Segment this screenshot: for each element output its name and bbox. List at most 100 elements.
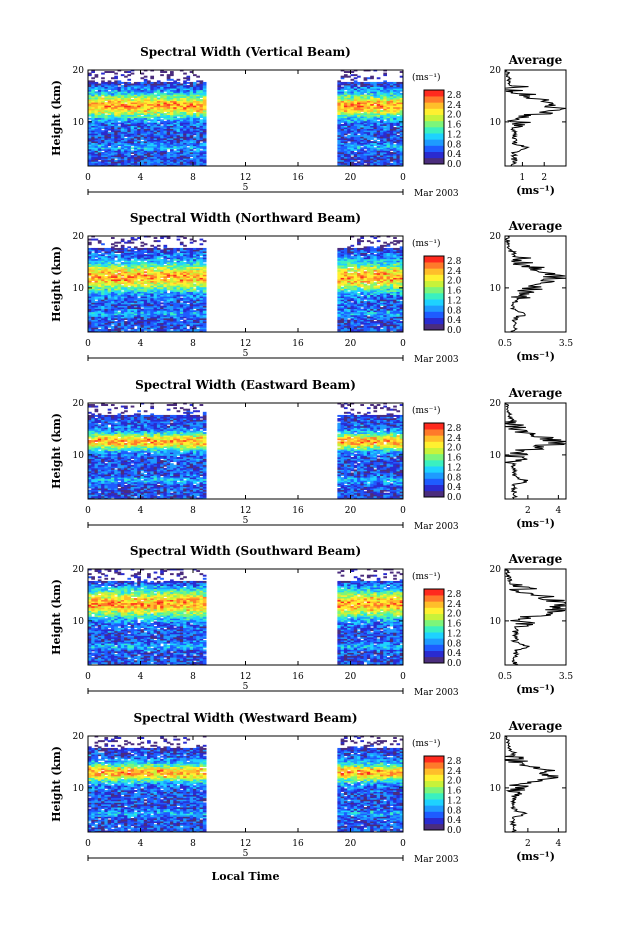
heatmap-cell — [199, 122, 204, 125]
heatmap-cell — [137, 120, 141, 123]
heatmap-cell — [127, 113, 132, 116]
heatmap-cell — [88, 305, 92, 308]
heatmap-cell — [186, 155, 191, 158]
heatmap-cell — [114, 75, 118, 78]
heatmap-cell — [94, 134, 99, 137]
heatmap-cell — [133, 265, 138, 268]
heatmap-cell — [183, 305, 187, 308]
heatmap-cell — [91, 247, 95, 250]
heatmap-cell — [94, 141, 99, 144]
heatmap-cell — [189, 280, 194, 283]
heatmap-cell — [147, 111, 151, 114]
heatmap-cell — [97, 308, 102, 311]
heatmap-cell — [133, 158, 138, 161]
heatmap-cell — [347, 106, 351, 109]
heatmap-cell — [186, 141, 191, 144]
heatmap-cell — [186, 109, 191, 112]
heatmap-cell — [183, 142, 187, 145]
heatmap-cell — [350, 162, 355, 165]
heatmap-cell — [199, 325, 204, 328]
heatmap-cell — [101, 299, 105, 302]
heatmap-cell — [193, 310, 197, 313]
heatmap-cell — [110, 89, 115, 92]
heatmap-cell — [170, 158, 174, 161]
heatmap-cell — [101, 122, 105, 125]
heatmap-cell — [153, 127, 158, 130]
heatmap-cell — [94, 266, 99, 269]
heatmap-cell — [130, 313, 135, 316]
heatmap-cell — [127, 81, 132, 84]
heatmap-cell — [143, 303, 148, 306]
heatmap-cell — [88, 311, 92, 314]
heatmap-cell — [183, 319, 187, 322]
heatmap-cell — [137, 134, 141, 137]
heatmap-cell — [110, 279, 115, 282]
heatmap-cell — [101, 77, 105, 80]
heatmap-cell — [166, 300, 171, 303]
heatmap-cell — [163, 269, 168, 272]
heatmap-cell — [199, 88, 204, 91]
heatmap-cell — [353, 109, 358, 112]
heatmap-cell — [183, 125, 187, 128]
heatmap-cell — [360, 161, 365, 164]
heatmap-cell — [133, 114, 138, 117]
heatmap-cell — [114, 83, 118, 86]
heatmap-cell — [104, 308, 109, 311]
heatmap-cell — [156, 147, 161, 150]
heatmap-cell — [166, 97, 171, 100]
heatmap-cell — [133, 271, 138, 274]
heatmap-cell — [120, 130, 125, 133]
heatmap-cell — [124, 99, 128, 102]
heatmap-cell — [124, 282, 128, 285]
heatmap-cell — [153, 130, 158, 133]
heatmap-cell — [133, 300, 138, 303]
heatmap-cell — [110, 145, 115, 148]
heatmap-cell — [104, 117, 109, 120]
heatmap-cell — [97, 106, 102, 109]
heatmap-cell — [114, 249, 118, 252]
heatmap-cell — [189, 164, 194, 167]
heatmap-cell — [173, 289, 177, 292]
heatmap-cell — [127, 133, 132, 136]
heatmap-cell — [124, 255, 128, 258]
heatmap-cell — [370, 81, 374, 84]
heatmap-cell — [189, 247, 194, 250]
heatmap-cell — [107, 325, 112, 328]
heatmap-cell — [170, 83, 174, 86]
heatmap-cell — [120, 313, 125, 316]
heatmap-cell — [107, 300, 112, 303]
heatmap-cell — [163, 327, 168, 330]
heatmap-cell — [389, 156, 394, 159]
heatmap-cell — [160, 139, 164, 142]
heatmap-cell — [91, 141, 95, 144]
heatmap-cell — [130, 314, 135, 317]
heatmap-cell — [160, 97, 164, 100]
heatmap-cell — [120, 297, 125, 300]
heatmap-cell — [107, 314, 112, 317]
heatmap-cell — [107, 131, 112, 134]
heatmap-cell — [143, 313, 148, 316]
heatmap-cell — [91, 117, 95, 120]
heatmap-cell — [337, 113, 342, 116]
heatmap-cell — [114, 148, 118, 151]
heatmap-cell — [133, 328, 138, 331]
heatmap-cell — [196, 153, 200, 156]
heatmap-cell — [389, 131, 394, 134]
heatmap-cell — [101, 288, 105, 291]
heatmap-cell — [156, 260, 161, 263]
heatmap-cell — [133, 274, 138, 277]
heatmap-cell — [137, 327, 141, 330]
heatmap-cell — [143, 99, 148, 102]
heatmap-cell — [399, 116, 404, 119]
heatmap-cell — [179, 147, 184, 150]
heatmap-cell — [114, 322, 118, 325]
heatmap-cell — [179, 136, 184, 139]
heatmap-cell — [124, 328, 128, 331]
heatmap-cell — [94, 260, 99, 263]
heatmap-cell — [94, 116, 99, 119]
heatmap-cell — [179, 272, 184, 275]
heatmap-cell — [386, 95, 391, 98]
heatmap-cell — [393, 85, 397, 88]
heatmap-cell — [124, 307, 128, 310]
heatmap-cell — [202, 91, 207, 94]
